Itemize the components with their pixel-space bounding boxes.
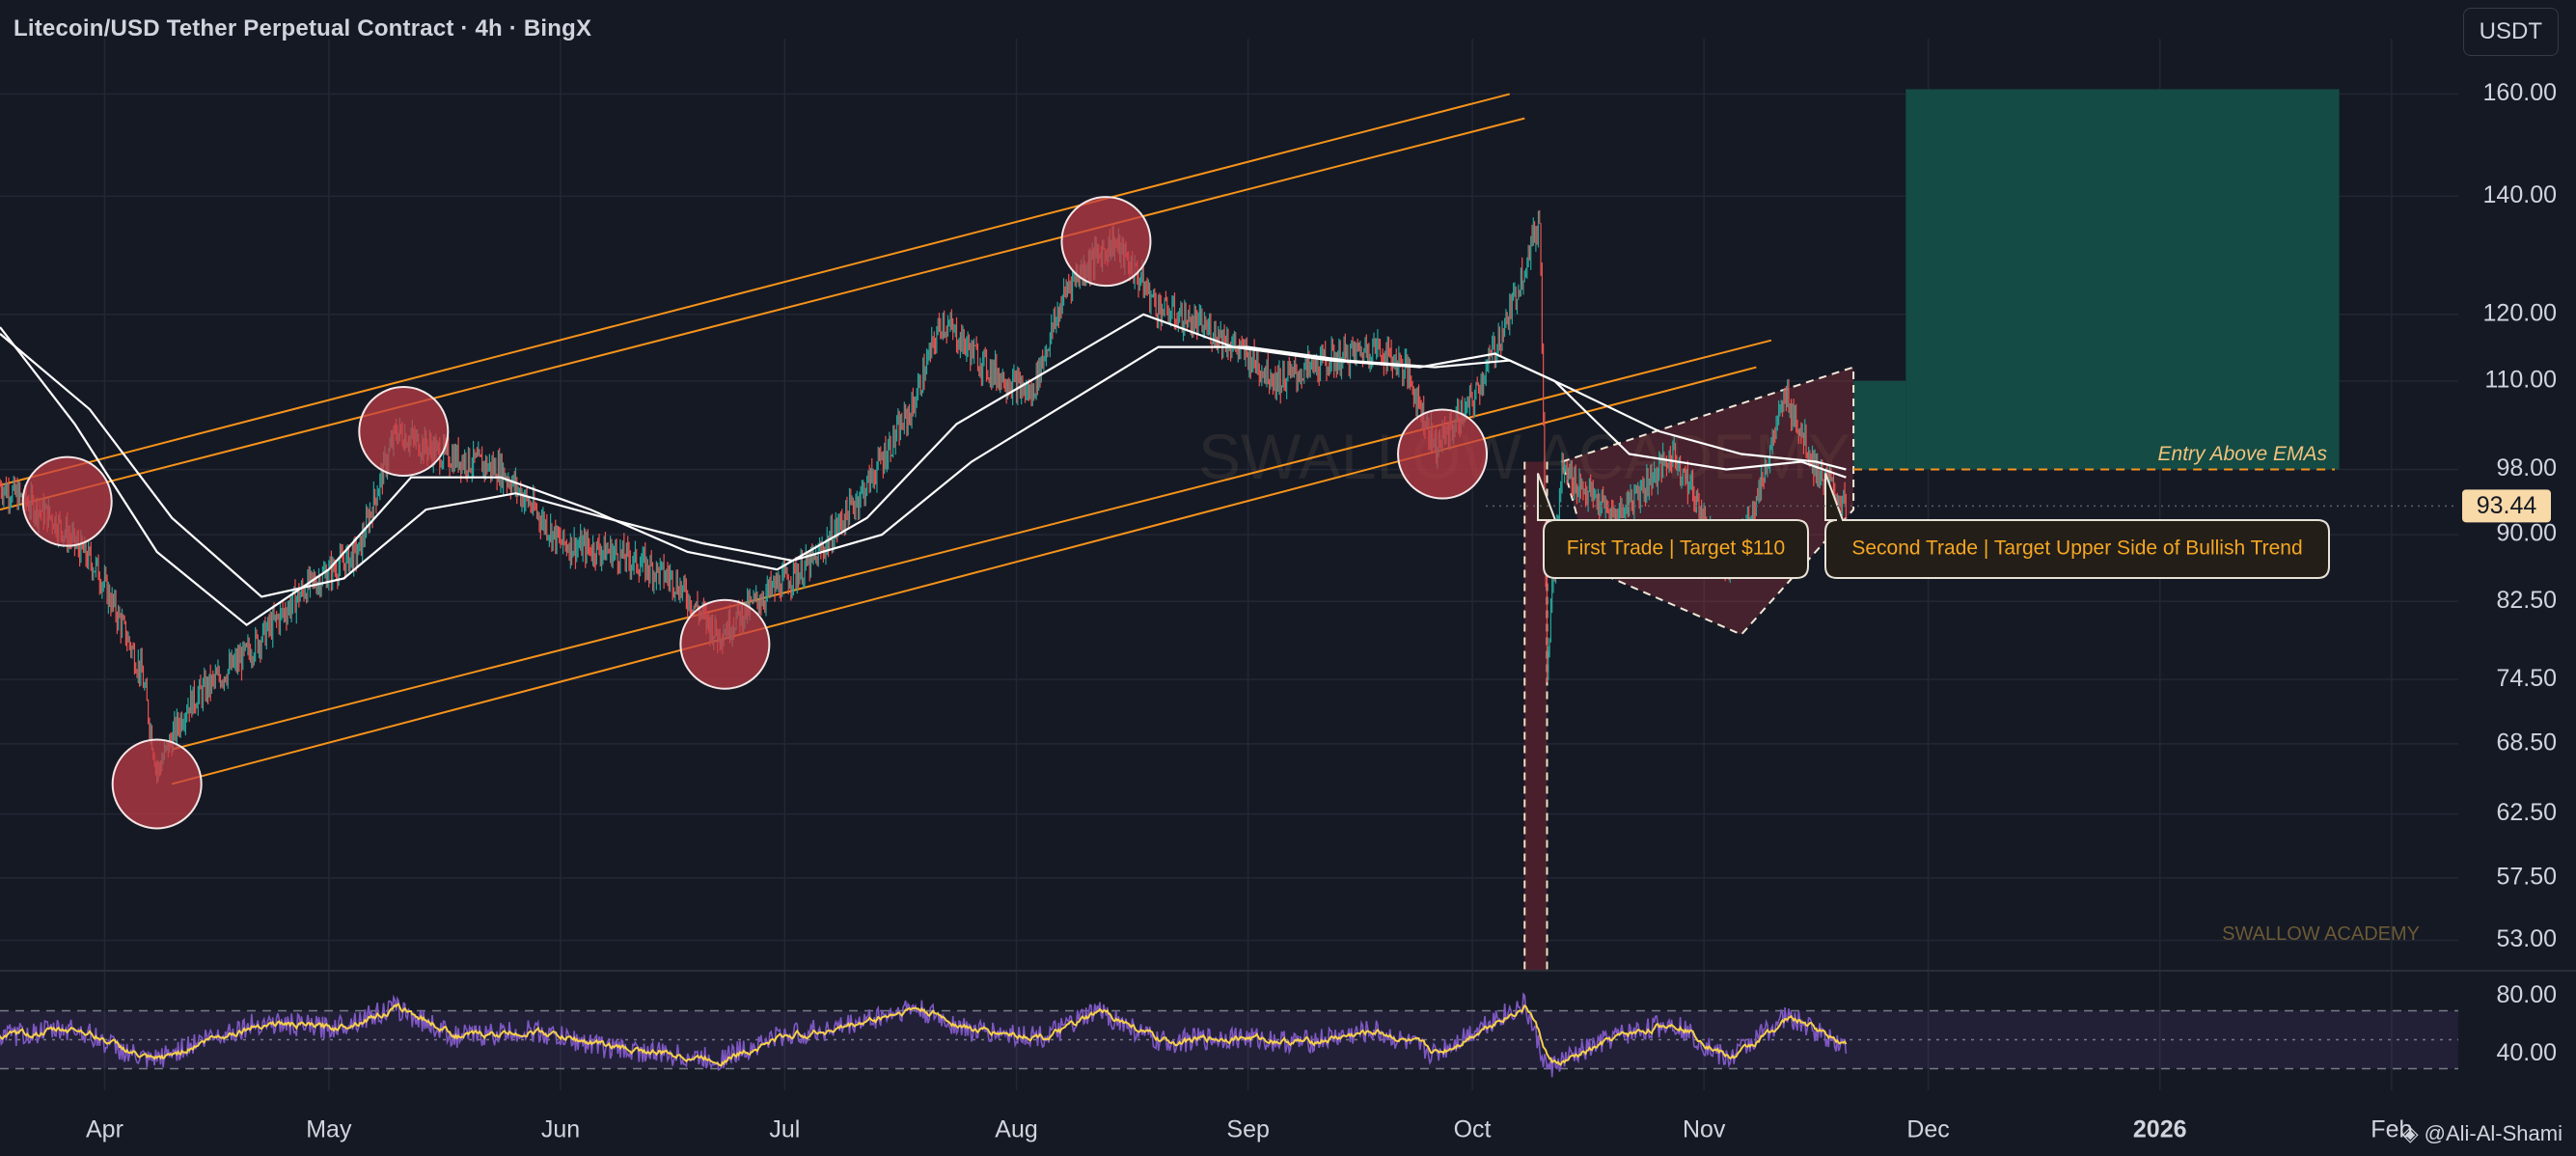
watermark-label: SWALLOW ACADEMY: [2222, 923, 2420, 945]
entry-label: Entry Above EMAs: [2158, 443, 2328, 465]
target-zone-2: [1905, 89, 2340, 470]
x-tick-label: 2026: [2133, 1116, 2187, 1143]
touch-point-circle: [679, 598, 771, 690]
currency-button[interactable]: USDT: [2462, 8, 2559, 56]
channel-line-upper_inner: [0, 117, 1525, 511]
last-price-text: 93.44: [2477, 492, 2537, 519]
rsi-tick-label: 80.00: [2496, 981, 2557, 1008]
channel-line-upper: [0, 93, 1511, 486]
chart-title: Litecoin/USD Tether Perpetual Contract ·…: [14, 15, 592, 41]
y-tick-label: 140.00: [2483, 181, 2557, 208]
x-tick-label: Dec: [1906, 1116, 1949, 1143]
candles: [0, 209, 1847, 784]
y-tick-label: 110.00: [2484, 366, 2557, 393]
rsi-line: [0, 992, 1848, 1078]
y-tick-label: 74.50: [2496, 665, 2557, 692]
touch-point-circle: [358, 386, 450, 478]
second-trade-callout: [1824, 473, 2330, 579]
tradingview-diamond-icon: ◈: [2401, 1121, 2419, 1145]
channel-line-lower: [171, 366, 1757, 785]
y-tick-label: 57.50: [2496, 863, 2557, 890]
y-tick-label: 90.00: [2496, 520, 2557, 547]
x-tick-label: Feb: [2370, 1116, 2412, 1143]
first-trade-callout: [1537, 473, 1809, 579]
stop-zone: [1524, 461, 1548, 970]
y-tick-label: 62.50: [2496, 799, 2557, 826]
x-tick-label: Sep: [1226, 1116, 1269, 1143]
rsi-signal-line: [0, 1002, 1848, 1067]
y-tick-label: 160.00: [2483, 79, 2557, 106]
first-trade-callout-text: First Trade | Target $110: [1567, 537, 1785, 560]
x-tick-label: Jul: [769, 1116, 800, 1143]
touch-point-circle: [21, 455, 113, 547]
x-tick-label: Nov: [1683, 1116, 1726, 1143]
ema-slow-line: [0, 333, 1847, 598]
touch-point-circle: [1060, 196, 1152, 288]
y-tick-label: 120.00: [2483, 299, 2557, 326]
y-tick-label: 53.00: [2496, 925, 2557, 952]
author-credit: ◈ @Ali-Al-Shami: [2402, 1121, 2568, 1146]
target-zone-1: [1853, 380, 1906, 470]
x-tick-label: Jun: [541, 1116, 580, 1143]
y-tick-label: 68.50: [2496, 729, 2557, 756]
x-tick-label: Apr: [86, 1116, 123, 1143]
last-price-tag: [2462, 489, 2551, 523]
x-tick-label: May: [306, 1116, 352, 1143]
x-tick-label: Aug: [995, 1116, 1037, 1143]
second-trade-callout-text: Second Trade | Target Upper Side of Bull…: [1851, 537, 2302, 560]
channel-line-lower_inner: [171, 339, 1772, 751]
y-tick-label: 98.00: [2496, 454, 2557, 482]
touch-point-circle: [1397, 408, 1489, 500]
x-tick-label: Oct: [1454, 1116, 1492, 1143]
touch-point-circle: [111, 738, 203, 830]
y-tick-label: 82.50: [2496, 587, 2557, 614]
rsi-band: [0, 1010, 2458, 1069]
rsi-tick-label: 40.00: [2496, 1039, 2557, 1066]
author-name: @Ali-Al-Shami: [2424, 1121, 2562, 1145]
